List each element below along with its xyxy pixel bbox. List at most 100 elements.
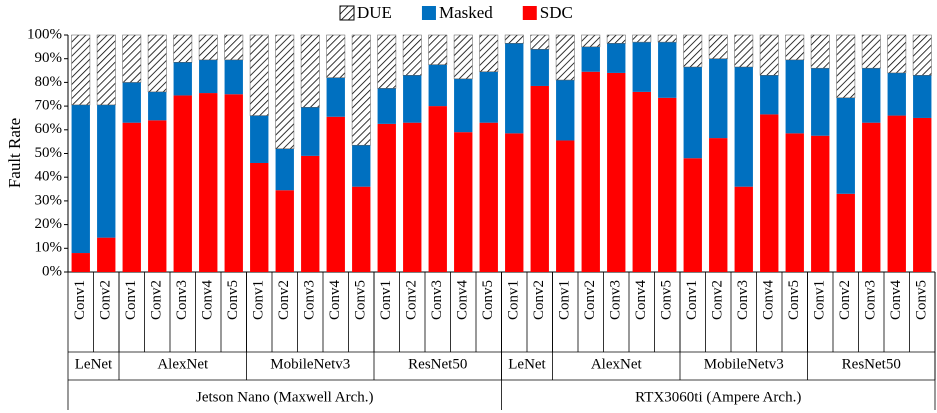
bar-segment xyxy=(71,34,91,106)
x-tick-label: Conv2 xyxy=(98,280,114,320)
bar-segment xyxy=(147,34,167,93)
bar-segment xyxy=(454,78,473,133)
bar-segment xyxy=(632,91,651,272)
x-tick-label: Conv5 xyxy=(914,280,930,320)
bar-segment xyxy=(530,49,549,86)
x-tick-label: Conv4 xyxy=(633,280,649,321)
x-tick-label: Conv1 xyxy=(812,280,828,320)
x-tick-label: Conv3 xyxy=(174,280,190,320)
model-label: AlexNet xyxy=(157,356,209,372)
bar-segment xyxy=(275,148,294,191)
legend-swatch xyxy=(421,6,436,20)
x-tick-label: Conv3 xyxy=(302,280,318,320)
x-tick-label: Conv5 xyxy=(225,280,241,320)
bar-segment xyxy=(760,75,779,115)
legend-label: Masked xyxy=(439,3,493,22)
bar-segment xyxy=(811,68,830,136)
bar-segment xyxy=(352,145,371,187)
bar-segment xyxy=(530,85,549,272)
x-tick-label: Conv1 xyxy=(557,280,573,320)
x-tick-label: Conv2 xyxy=(149,280,165,320)
bar-segment xyxy=(607,43,626,73)
group-label: Jetson Nano (Maxwell Arch.) xyxy=(196,389,373,405)
x-tick-label: Conv3 xyxy=(608,280,624,320)
bar-segment xyxy=(71,104,90,254)
bar-segment xyxy=(581,71,600,272)
model-label: MobileNetv3 xyxy=(270,356,350,372)
bar-segment xyxy=(402,34,422,76)
bar-segment xyxy=(505,133,524,272)
bar-segment xyxy=(71,253,90,272)
bar-segment xyxy=(913,117,932,272)
bar-segment xyxy=(913,75,932,118)
x-tick-label: Conv4 xyxy=(455,280,471,321)
bar-segment xyxy=(683,158,702,272)
bar-segment xyxy=(326,34,346,78)
bar-segment xyxy=(352,186,371,272)
x-tick-label: Conv2 xyxy=(531,280,547,320)
bar-segment xyxy=(785,133,804,272)
x-tick-label: Conv4 xyxy=(200,280,216,321)
y-tick-label: 70% xyxy=(35,98,63,114)
bar-segment xyxy=(377,34,397,89)
bar-segment xyxy=(861,34,881,69)
x-tick-label: Conv5 xyxy=(659,280,675,320)
legend-label: DUE xyxy=(357,3,392,22)
bar-segment xyxy=(97,104,116,238)
bar-segment xyxy=(326,116,345,272)
x-tick-label: Conv1 xyxy=(72,280,88,320)
bar-segment xyxy=(887,115,906,272)
bar-segment xyxy=(504,34,524,44)
bar-segment xyxy=(199,93,218,272)
bar-segment xyxy=(301,155,320,272)
bar-segment xyxy=(224,34,244,61)
bar-segment xyxy=(96,34,116,106)
legend-swatch xyxy=(339,5,355,21)
x-tick-label: Conv1 xyxy=(123,280,139,320)
bar-segment xyxy=(403,75,422,123)
x-tick-label: Conv2 xyxy=(710,280,726,320)
bar-segment xyxy=(224,59,243,95)
bar-segment xyxy=(454,132,473,272)
x-tick-label: Conv1 xyxy=(251,280,267,320)
y-tick-label: 30% xyxy=(35,192,63,208)
y-tick-label: 0% xyxy=(42,263,62,279)
model-label: LeNet xyxy=(508,356,546,372)
bar-segment xyxy=(403,122,422,272)
bar-segment xyxy=(785,59,804,134)
x-tick-label: Conv4 xyxy=(327,280,343,321)
bar-segment xyxy=(785,34,805,61)
bar-segment xyxy=(581,34,601,48)
bar-segment xyxy=(555,34,575,81)
bar-segment xyxy=(836,34,856,99)
bar-segment xyxy=(683,34,703,68)
bar-segment xyxy=(505,43,524,134)
bar-segment xyxy=(173,95,192,272)
bar-segment xyxy=(632,34,652,43)
bar-segment xyxy=(250,162,269,272)
bar-segment xyxy=(173,34,193,63)
bar-segment xyxy=(760,114,779,273)
y-tick-label: 20% xyxy=(35,216,63,232)
bar-segment xyxy=(810,34,830,69)
x-tick-label: Conv3 xyxy=(429,280,445,320)
bar-segment xyxy=(148,120,167,272)
bar-segment xyxy=(148,91,167,121)
bar-segment xyxy=(326,77,345,117)
bar-segment xyxy=(709,138,728,272)
bar-segment xyxy=(97,237,116,272)
x-tick-label: Conv3 xyxy=(735,280,751,320)
bar-segment xyxy=(734,186,753,272)
x-tick-label: Conv2 xyxy=(582,280,598,320)
x-tick-label: Conv5 xyxy=(353,280,369,320)
bar-segment xyxy=(836,193,855,272)
bar-segment xyxy=(759,34,779,76)
x-tick-label: Conv3 xyxy=(863,280,879,320)
bar-segment xyxy=(122,34,142,83)
bar-segment xyxy=(249,34,269,116)
bar-segment xyxy=(377,123,396,272)
y-tick-label: 50% xyxy=(35,145,63,161)
legend-label: SDC xyxy=(540,3,573,22)
y-tick-label: 100% xyxy=(27,26,62,42)
